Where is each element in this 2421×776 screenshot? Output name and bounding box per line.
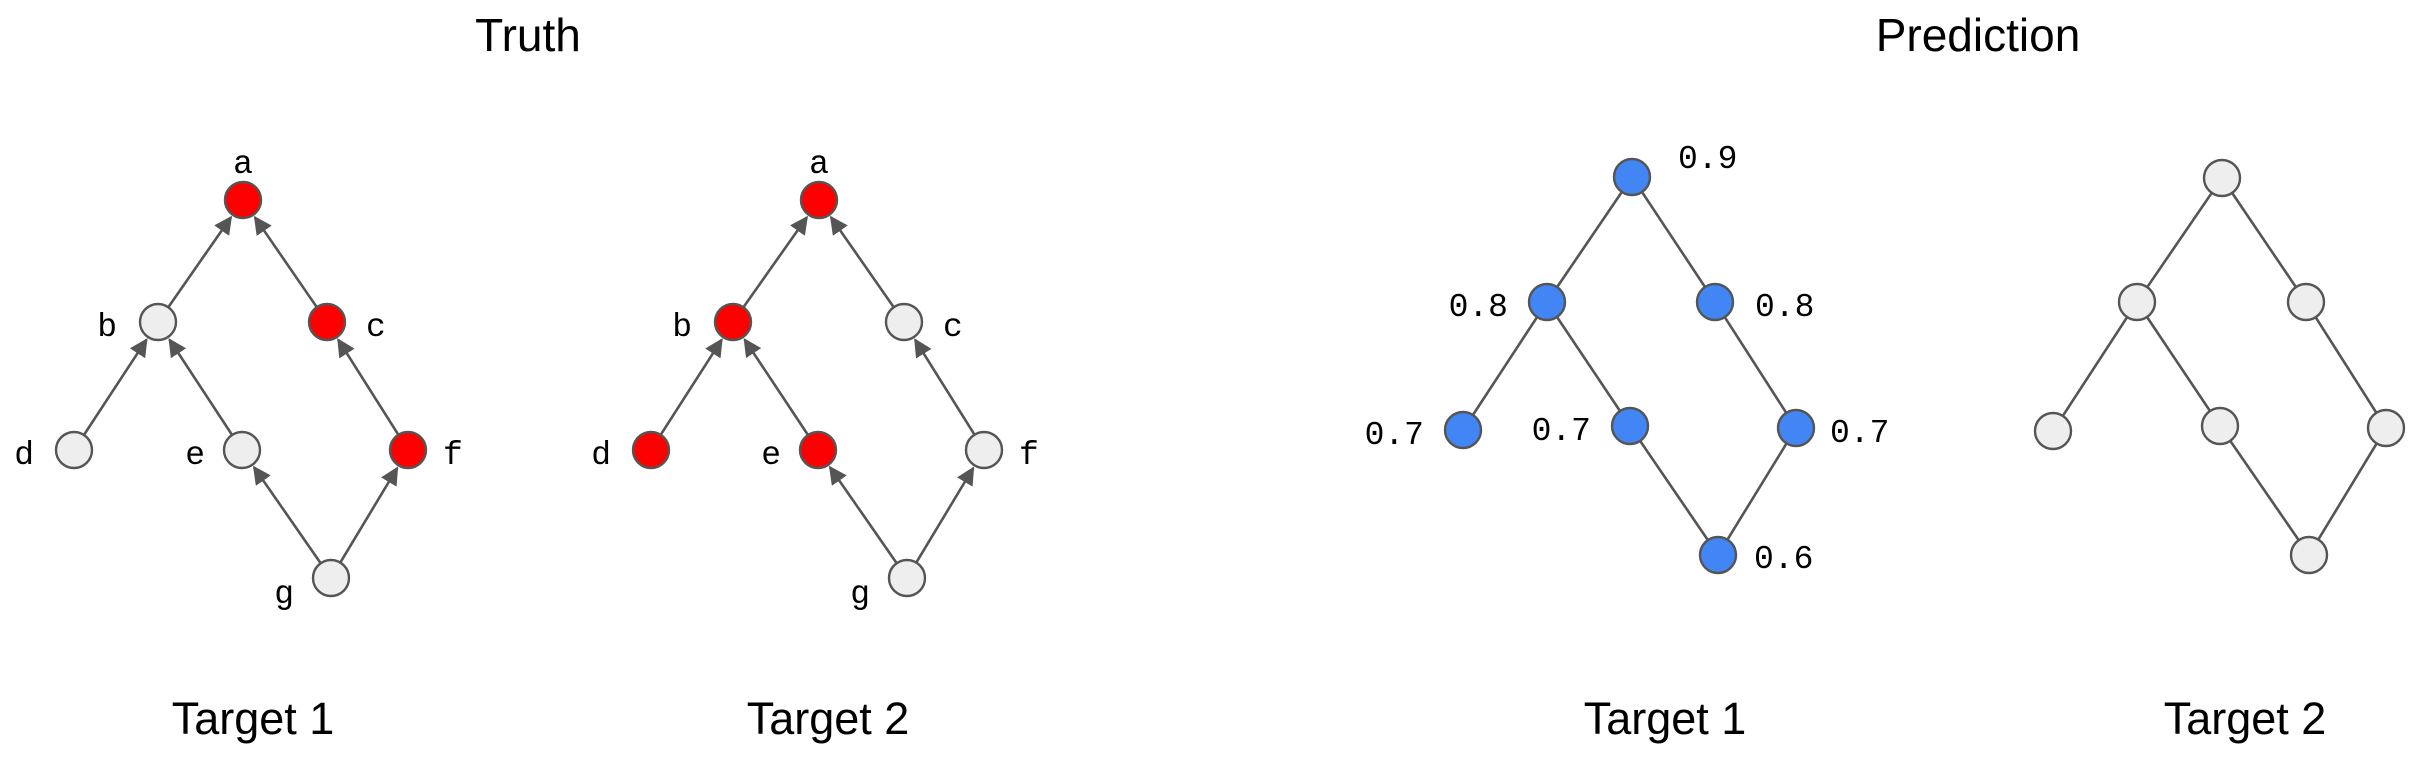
node-f: [2366, 408, 2406, 448]
prediction-title: Prediction: [1875, 9, 2081, 61]
node-b: [1527, 282, 1567, 322]
score-label-b: 0.8: [1449, 289, 1508, 326]
node-label-e: e: [761, 437, 781, 474]
node-c: [1695, 282, 1735, 322]
edge-c-f: [1723, 316, 1788, 414]
prediction-target-2-caption: Target 2: [2163, 693, 2327, 744]
node-g: [311, 558, 351, 598]
edge-e-b: [168, 338, 234, 436]
edge-d-b: [659, 338, 723, 436]
edge-e-g: [2229, 440, 2300, 541]
edge-g-e: [828, 465, 898, 564]
node-f: [1776, 408, 1816, 448]
node-b: [713, 302, 753, 342]
edge-f-c: [337, 338, 400, 436]
node-label-f: f: [1019, 437, 1039, 474]
edge-a-b: [1556, 191, 1623, 288]
truth-target-1-caption: Target 1: [171, 693, 335, 744]
truth-target-2-graph: a b c d e f g: [591, 146, 1039, 613]
edge-b-e: [1555, 316, 1622, 412]
score-label-d: 0.7: [1365, 417, 1424, 454]
node-d: [1443, 410, 1483, 450]
edge-a-b: [2146, 192, 2213, 288]
score-label-e: 0.7: [1532, 413, 1591, 450]
score-label-a: 0.9: [1678, 141, 1737, 178]
edge-g-f: [339, 466, 399, 564]
node-e: [798, 430, 838, 470]
edge-g-e: [252, 465, 322, 564]
edge-b-a: [167, 215, 233, 308]
node-label-c: c: [366, 309, 386, 346]
edge-e-g: [1639, 440, 1709, 541]
node-c: [307, 302, 347, 342]
edge-c-a: [253, 215, 318, 308]
node-a: [1612, 157, 1652, 197]
score-label-g: 0.6: [1754, 541, 1813, 578]
edge-b-d: [1471, 316, 1539, 416]
node-e: [2200, 406, 2240, 446]
edge-f-g: [2317, 442, 2378, 541]
prediction-target-2-graph: [2033, 158, 2406, 575]
node-label-e: e: [185, 437, 205, 474]
node-g: [2289, 535, 2329, 575]
edge-c-f: [2314, 316, 2378, 414]
node-label-b: b: [97, 309, 117, 346]
node-d: [631, 430, 671, 470]
node-label-f: f: [443, 437, 463, 474]
node-label-d: d: [14, 437, 34, 474]
edge-b-d: [2061, 316, 2129, 417]
node-e: [222, 430, 262, 470]
node-b: [2117, 282, 2157, 322]
edge-d-b: [82, 338, 148, 436]
truth-target-2-caption: Target 2: [746, 693, 910, 744]
node-label-c: c: [943, 309, 963, 346]
edge-a-c: [2231, 192, 2297, 288]
node-d: [54, 430, 94, 470]
node-b: [138, 302, 178, 342]
node-g: [887, 558, 927, 598]
score-label-c: 0.8: [1755, 289, 1814, 326]
node-c: [2286, 282, 2326, 322]
edge-f-g: [1726, 442, 1788, 541]
node-g: [1698, 535, 1738, 575]
node-label-g: g: [274, 576, 294, 613]
node-e: [1610, 406, 1650, 446]
prediction-target-1-graph: 0.9 0.8 0.8 0.7 0.7 0.7 0.6: [1365, 141, 1890, 578]
node-a: [223, 180, 263, 220]
node-label-d: d: [591, 437, 611, 474]
edge-e-b: [743, 337, 810, 436]
node-a: [2202, 158, 2242, 198]
node-d: [2033, 411, 2073, 451]
node-label-g: g: [850, 576, 870, 613]
node-label-a: a: [233, 146, 253, 183]
score-label-f: 0.7: [1830, 415, 1889, 452]
truth-title: Truth: [475, 9, 581, 61]
truth-target-1-graph: a b c d e f g: [14, 146, 463, 613]
node-f: [388, 430, 428, 470]
edge-g-f: [915, 466, 975, 564]
edge-c-a: [829, 215, 895, 308]
node-label-b: b: [672, 309, 692, 346]
node-f: [964, 430, 1004, 470]
prediction-target-1-caption: Target 1: [1583, 693, 1747, 744]
node-label-a: a: [809, 146, 829, 183]
node-a: [799, 180, 839, 220]
edge-b-a: [742, 215, 808, 309]
edge-b-e: [2145, 316, 2212, 412]
node-c: [884, 302, 924, 342]
edge-a-c: [1640, 191, 1707, 288]
edge-f-c: [913, 338, 976, 436]
